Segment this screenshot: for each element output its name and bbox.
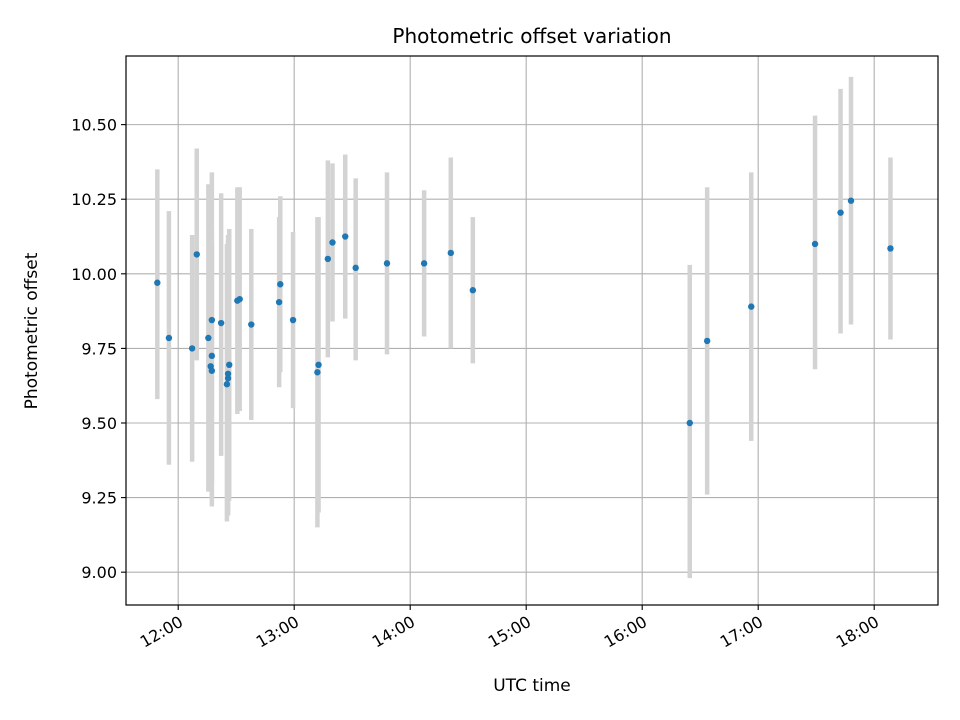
y-tick-label: 10.25 — [71, 190, 117, 209]
x-tick-label: 14:00 — [369, 612, 418, 652]
y-tick-label: 9.75 — [81, 339, 117, 358]
x-tick-label: 15:00 — [485, 612, 534, 652]
data-point — [275, 298, 283, 306]
data-point — [686, 419, 693, 427]
y-tick-label: 10.50 — [71, 116, 117, 135]
data-point — [154, 279, 161, 286]
data-point — [289, 316, 297, 324]
x-axis: 12:00 13:00 14:00 15:00 16:00 17:00 18:00 — [137, 605, 882, 652]
data-point — [205, 334, 212, 342]
data-point — [193, 251, 200, 258]
grid-lines — [126, 56, 938, 605]
data-point — [188, 345, 196, 352]
data-point — [342, 233, 349, 240]
data-point — [236, 295, 243, 303]
y-tick-label: 10.00 — [71, 265, 117, 284]
data-point — [224, 375, 232, 382]
y-tick-label: 9.25 — [81, 489, 117, 508]
data-point — [447, 249, 454, 257]
x-tick-label: 12:00 — [137, 612, 186, 652]
y-tick-label: 9.00 — [81, 563, 117, 582]
data-point — [847, 197, 855, 204]
data-point — [811, 240, 819, 248]
data-point — [223, 381, 231, 388]
data-point — [217, 319, 225, 327]
data-point — [248, 321, 255, 328]
y-axis: 9.00 9.25 9.50 9.75 10.00 10.25 10.50 — [71, 116, 126, 582]
x-axis-label: UTC time — [493, 676, 571, 696]
data-point — [314, 369, 321, 376]
data-point — [224, 370, 232, 377]
data-point — [383, 260, 391, 267]
data-point — [703, 337, 711, 345]
data-point — [208, 352, 216, 360]
data-point — [887, 245, 894, 252]
y-axis-label: Photometric offset — [22, 252, 42, 409]
x-tick-label: 16:00 — [601, 612, 650, 652]
data-point — [324, 255, 332, 263]
error-bars — [155, 76, 893, 579]
data-point — [226, 361, 233, 369]
data-point — [748, 303, 755, 310]
data-point — [837, 209, 844, 216]
chart-title: Photometric offset variation — [392, 24, 671, 48]
data-point — [208, 367, 216, 374]
data-point — [420, 260, 428, 267]
x-tick-label: 17:00 — [717, 612, 766, 652]
y-tick-label: 9.50 — [81, 414, 117, 433]
data-point — [315, 361, 322, 369]
data-points — [154, 197, 894, 427]
plot-frame — [125, 55, 939, 606]
data-point — [208, 316, 216, 324]
x-tick-label: 18:00 — [833, 612, 882, 652]
x-tick-label: 13:00 — [253, 612, 302, 652]
data-point — [352, 264, 359, 272]
data-point — [277, 281, 284, 288]
data-point — [165, 334, 173, 342]
data-point — [469, 287, 477, 294]
data-point — [329, 239, 336, 246]
